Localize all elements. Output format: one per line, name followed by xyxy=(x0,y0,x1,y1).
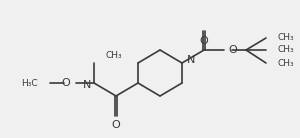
Text: N: N xyxy=(82,80,91,90)
Text: O: O xyxy=(228,45,237,55)
Text: CH₃: CH₃ xyxy=(278,59,295,67)
Text: O: O xyxy=(200,36,208,46)
Text: CH₃: CH₃ xyxy=(278,46,295,55)
Text: N: N xyxy=(187,55,195,65)
Text: CH₃: CH₃ xyxy=(106,51,123,60)
Text: O: O xyxy=(112,120,120,130)
Text: CH₃: CH₃ xyxy=(278,34,295,43)
Text: H₃C: H₃C xyxy=(21,79,38,87)
Text: O: O xyxy=(61,78,70,88)
